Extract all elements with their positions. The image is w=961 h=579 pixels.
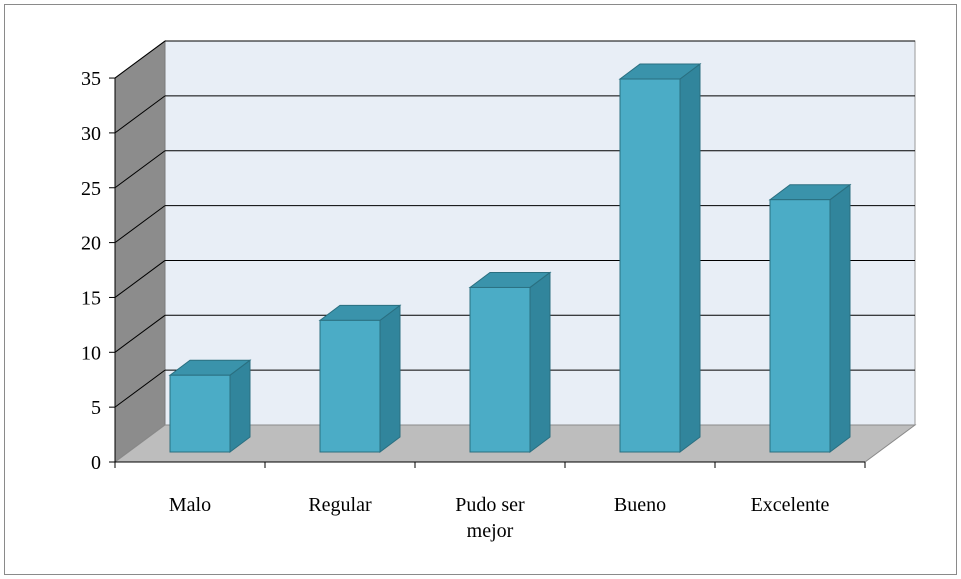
y-tick-label: 25 <box>81 178 101 200</box>
y-tick-label: 20 <box>81 233 101 255</box>
y-tick-label: 30 <box>81 123 101 145</box>
x-tick-label: Regular <box>308 494 372 516</box>
bar <box>469 286 531 453</box>
y-tick-label: 5 <box>91 397 101 419</box>
bar-side <box>229 359 251 453</box>
gridline-side <box>114 40 166 79</box>
bar-side <box>379 304 401 453</box>
gridline-side <box>114 369 166 408</box>
bar-side <box>529 271 551 453</box>
bar <box>169 374 231 453</box>
x-tick-label: mejor <box>467 520 514 542</box>
bar-side <box>829 183 851 453</box>
x-tick-label: Malo <box>169 494 211 516</box>
y-tick-label: 35 <box>81 68 101 90</box>
bar <box>769 199 831 453</box>
bar <box>619 78 681 453</box>
side-wall <box>114 40 166 463</box>
gridline-side <box>114 260 166 298</box>
gridline-side <box>114 95 166 134</box>
x-tick-label: Excelente <box>751 494 830 516</box>
y-tick-label: 15 <box>81 287 101 309</box>
y-tick-label: 0 <box>91 452 101 474</box>
x-tick-label: Bueno <box>614 494 666 516</box>
bar <box>319 319 381 453</box>
gridline-side <box>114 150 166 189</box>
gridline-side <box>114 205 166 244</box>
gridline-side <box>114 314 166 353</box>
y-tick-label: 10 <box>81 342 101 364</box>
bar-side <box>679 63 701 453</box>
x-tick-label: Pudo ser <box>455 494 525 516</box>
